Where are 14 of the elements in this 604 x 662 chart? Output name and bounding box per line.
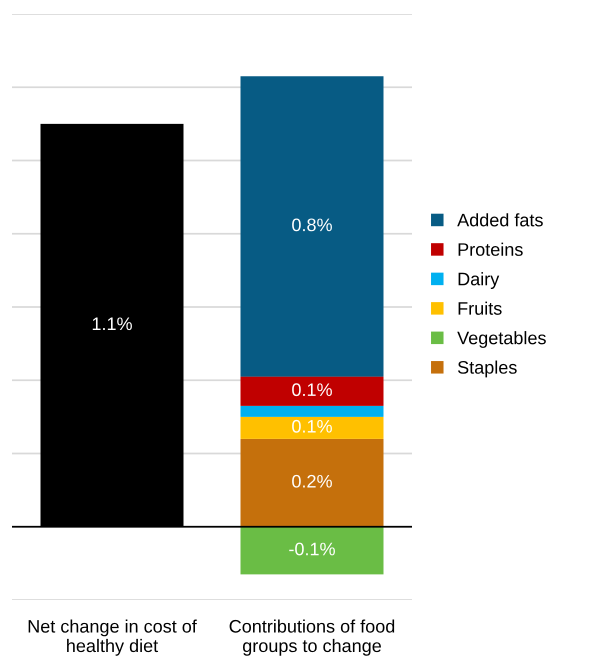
x-tick-label: Net change in cost of healthy diet — [28, 619, 197, 656]
data-label: 0.8% — [292, 218, 332, 232]
legend-label: Dairy — [458, 272, 500, 289]
data-label: 0.1% — [292, 383, 332, 396]
legend-label: Added fats — [457, 213, 543, 226]
data-label: 1.1% — [92, 317, 132, 330]
legend-label: Staples — [458, 360, 517, 378]
legend-label: Vegetables — [457, 331, 546, 348]
data-label: 0.2% — [292, 474, 332, 488]
data-label: -0.1% — [289, 542, 335, 556]
x-tick-label: Contributions of food groups to change — [230, 619, 394, 656]
legend-label: Proteins — [458, 242, 523, 256]
legend-label: Fruits — [458, 302, 502, 315]
data-label: 0.1% — [292, 420, 332, 433]
